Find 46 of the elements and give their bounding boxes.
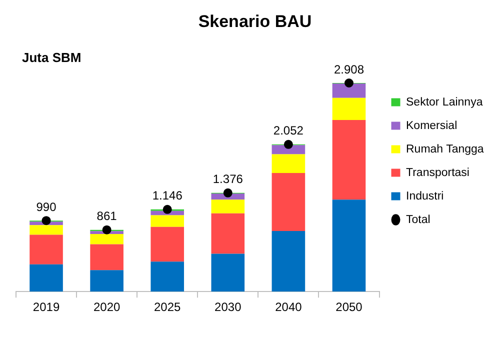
bar [332, 120, 366, 200]
legend-label: Sektor Lainnya [406, 96, 484, 108]
bar [211, 200, 245, 214]
point [284, 140, 293, 149]
legend-label: Komersial [406, 120, 458, 132]
bar [272, 230, 306, 292]
data-label: 861 [96, 209, 118, 224]
bar [332, 98, 366, 120]
data-label: 2.052 [273, 124, 304, 138]
text: Skenario BAU [198, 12, 312, 31]
x-tick-label: 2020 [93, 300, 120, 314]
bar [150, 215, 184, 227]
bar [30, 234, 63, 264]
bar [272, 154, 306, 174]
bar [332, 200, 366, 292]
x-tick-label: 2040 [275, 300, 302, 314]
data-label: 1.376 [212, 172, 244, 186]
bar [90, 244, 124, 270]
bar [332, 84, 366, 98]
bar [150, 226, 184, 262]
point [344, 78, 354, 88]
legend-label: Industri [406, 190, 444, 202]
bar [90, 270, 124, 292]
bar [150, 262, 184, 292]
bar [30, 225, 63, 235]
bar [30, 264, 63, 292]
bar [272, 145, 306, 154]
legend-label: Rumah Tangga [406, 143, 484, 156]
data-label: 990 [36, 200, 57, 214]
data-label: 1.146 [152, 188, 183, 203]
x-tick-label: 2019 [32, 300, 60, 314]
legend-label: Transportasi [406, 166, 470, 179]
bar [211, 254, 245, 292]
bar [211, 213, 245, 254]
x-tick-label: 2025 [154, 300, 182, 314]
data-label: 2.908 [334, 62, 364, 76]
point [42, 216, 51, 226]
x-tick-label: 2050 [336, 300, 363, 314]
x-tick-label: 2030 [214, 300, 242, 314]
point [102, 225, 112, 234]
point [162, 204, 172, 214]
point [223, 188, 232, 198]
bar [90, 234, 124, 244]
bar [272, 173, 306, 231]
legend-label: Total [406, 214, 430, 226]
y-axis-title: Juta SBM [22, 50, 82, 66]
